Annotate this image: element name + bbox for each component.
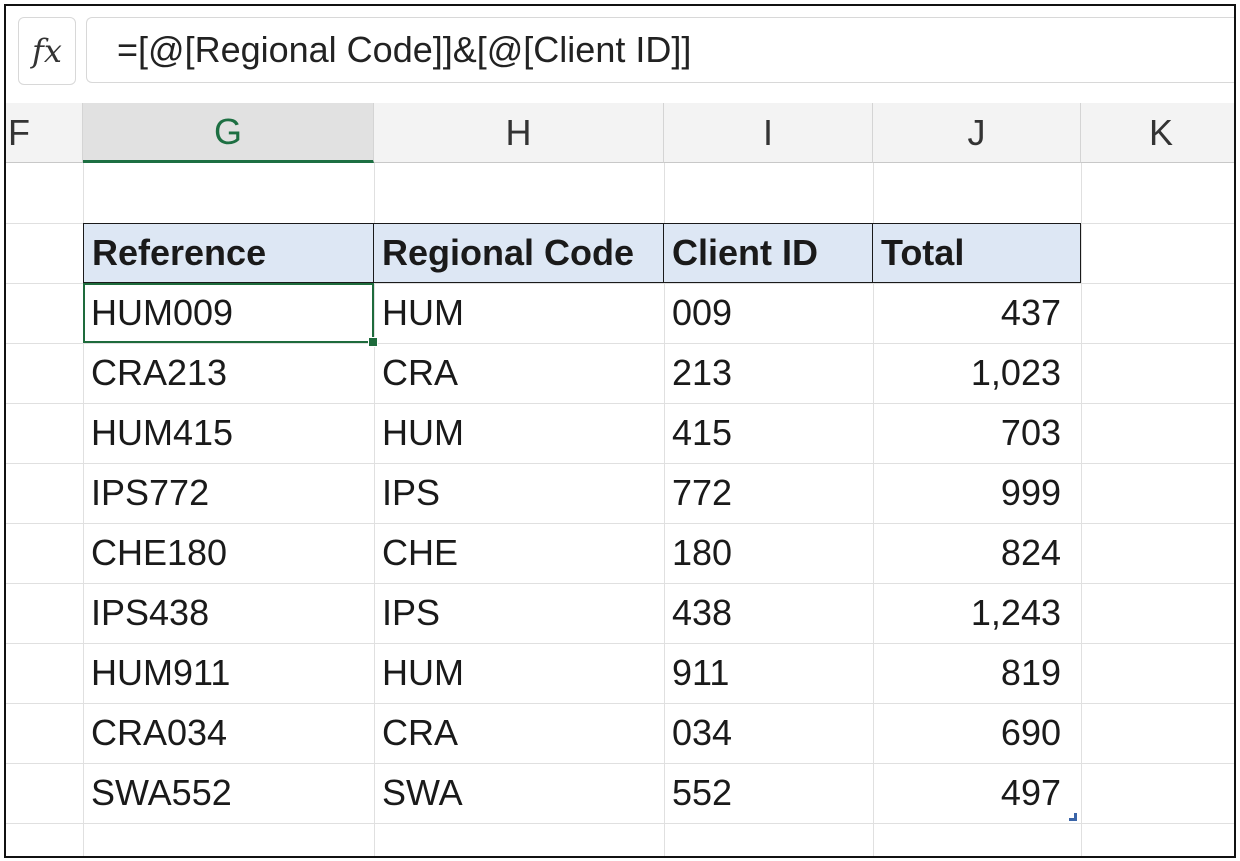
gridline bbox=[6, 283, 1234, 284]
cell-reference[interactable]: CRA213 bbox=[91, 352, 228, 393]
cell-client-id[interactable]: 552 bbox=[672, 772, 733, 813]
table-row: CHE180 CHE 180 824 bbox=[83, 523, 1081, 583]
cell-client-id[interactable]: 438 bbox=[672, 592, 733, 633]
gridline bbox=[6, 403, 1234, 404]
header-client-id[interactable]: Client ID bbox=[664, 223, 873, 283]
column-header-g[interactable]: G bbox=[83, 103, 374, 163]
cell-regional-code[interactable]: HUM bbox=[382, 412, 464, 453]
table-row: SWA552 SWA 552 497 bbox=[83, 763, 1081, 823]
table-resize-handle[interactable] bbox=[1069, 813, 1077, 821]
column-header-k[interactable]: K bbox=[1081, 103, 1234, 163]
table-row: HUM009 HUM 009 437 bbox=[83, 283, 1081, 343]
header-reference[interactable]: Reference bbox=[83, 223, 374, 283]
formula-bar: fx =[@[Regional Code]]&[@[Client ID]] bbox=[6, 6, 1234, 91]
fill-handle[interactable] bbox=[368, 337, 378, 347]
table-row: IPS438 IPS 438 1,243 bbox=[83, 583, 1081, 643]
cell-reference[interactable]: HUM911 bbox=[91, 652, 231, 693]
column-header-j[interactable]: J bbox=[873, 103, 1081, 163]
gridline bbox=[6, 763, 1234, 764]
gridline bbox=[873, 163, 874, 856]
active-cell-reference[interactable]: HUM009 bbox=[83, 283, 374, 343]
formula-input[interactable]: =[@[Regional Code]]&[@[Client ID]] bbox=[86, 17, 1234, 83]
cell-reference[interactable]: CRA034 bbox=[91, 712, 228, 753]
cell-regional-code[interactable]: HUM bbox=[382, 652, 464, 693]
cell-client-id[interactable]: 415 bbox=[672, 412, 733, 453]
column-header-f[interactable]: F bbox=[6, 103, 83, 163]
spreadsheet-window: fx =[@[Regional Code]]&[@[Client ID]] F … bbox=[4, 4, 1236, 858]
table-row: CRA213 CRA 213 1,023 bbox=[83, 343, 1081, 403]
cell-regional-code[interactable]: IPS bbox=[382, 592, 441, 633]
cell-total[interactable]: 1,023 bbox=[970, 352, 1061, 393]
cell-regional-code[interactable]: IPS bbox=[382, 472, 441, 513]
cell-client-id[interactable]: 911 bbox=[672, 652, 730, 693]
gridline bbox=[664, 163, 665, 856]
column-header-i[interactable]: I bbox=[664, 103, 873, 163]
cell-total[interactable]: 690 bbox=[1000, 712, 1061, 753]
table-row: IPS772 IPS 772 999 bbox=[83, 463, 1081, 523]
cell-reference[interactable]: IPS772 bbox=[91, 472, 210, 513]
gridline bbox=[83, 163, 84, 856]
cell-client-id[interactable]: 034 bbox=[672, 712, 733, 753]
gridline bbox=[374, 163, 375, 856]
cell-reference[interactable]: HUM415 bbox=[91, 412, 234, 453]
cell-regional-code[interactable]: CHE bbox=[382, 532, 459, 573]
table-row: HUM415 HUM 415 703 bbox=[83, 403, 1081, 463]
gridline bbox=[1081, 163, 1082, 856]
gridline bbox=[6, 583, 1234, 584]
cell-total[interactable]: 1,243 bbox=[970, 592, 1061, 633]
cell-client-id[interactable]: 213 bbox=[672, 352, 733, 393]
fx-icon: fx bbox=[32, 32, 62, 70]
table-header-row: Reference Regional Code Client ID Total bbox=[83, 223, 1081, 283]
gridline bbox=[6, 703, 1234, 704]
cell-total[interactable]: 824 bbox=[1000, 532, 1061, 573]
cell-total[interactable]: 497 bbox=[1000, 772, 1061, 813]
cell-reference[interactable]: CHE180 bbox=[91, 532, 228, 573]
gridline bbox=[6, 523, 1234, 524]
cell-client-id[interactable]: 009 bbox=[672, 292, 733, 333]
column-header-h[interactable]: H bbox=[374, 103, 664, 163]
cell-regional-code[interactable]: HUM bbox=[382, 292, 464, 333]
cell-reference[interactable]: SWA552 bbox=[91, 772, 232, 813]
gridline bbox=[6, 823, 1234, 824]
cell-total[interactable]: 437 bbox=[1000, 292, 1061, 333]
gridline bbox=[6, 463, 1234, 464]
cell-total[interactable]: 999 bbox=[1000, 472, 1061, 513]
cell-regional-code[interactable]: CRA bbox=[382, 712, 459, 753]
selection-box bbox=[83, 283, 378, 347]
cell-total[interactable]: 703 bbox=[1000, 412, 1061, 453]
cell-regional-code[interactable]: SWA bbox=[382, 772, 463, 813]
cell-client-id[interactable]: 772 bbox=[672, 472, 733, 513]
cell-grid[interactable]: Reference Regional Code Client ID Total … bbox=[6, 163, 1234, 856]
cell-reference[interactable]: IPS438 bbox=[91, 592, 210, 633]
cell-total[interactable]: 819 bbox=[1000, 652, 1061, 693]
table-row: HUM911 HUM 911 819 bbox=[83, 643, 1081, 703]
header-total[interactable]: Total bbox=[873, 223, 1081, 283]
cell-regional-code[interactable]: CRA bbox=[382, 352, 459, 393]
cell-client-id[interactable]: 180 bbox=[672, 532, 733, 573]
table-row: CRA034 CRA 034 690 bbox=[83, 703, 1081, 763]
gridline bbox=[6, 643, 1234, 644]
header-regional-code[interactable]: Regional Code bbox=[374, 223, 664, 283]
gridline bbox=[6, 343, 1234, 344]
insert-function-button[interactable]: fx bbox=[18, 17, 76, 85]
